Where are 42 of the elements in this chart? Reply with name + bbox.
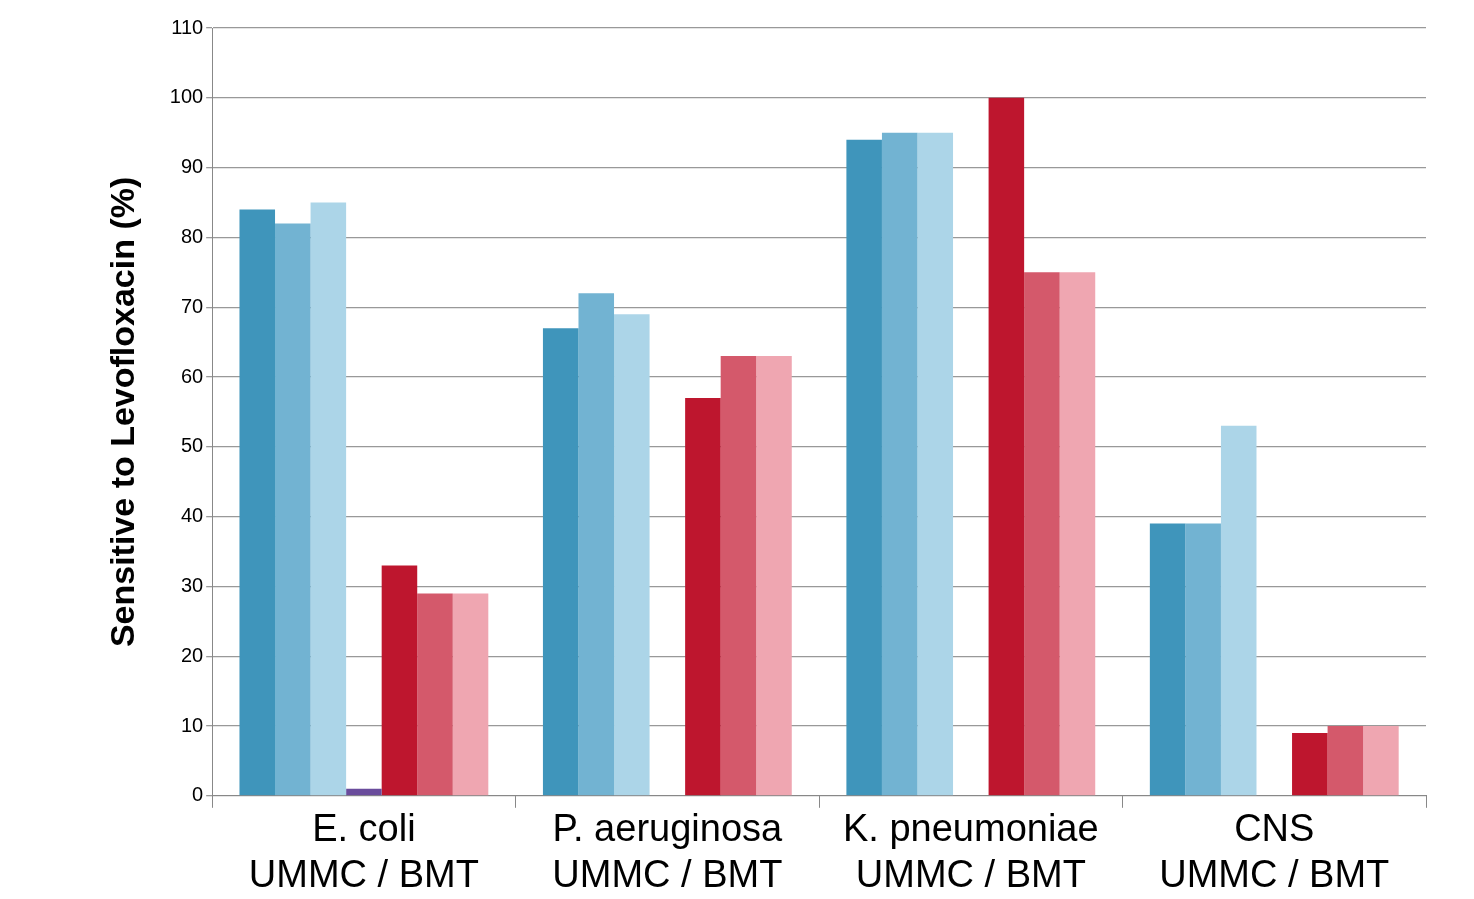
bar: [1059, 272, 1096, 796]
bar: [275, 223, 311, 796]
x-tick-label: K. pneumoniae UMMC / BMT: [842, 807, 1099, 895]
y-tick-label: 40: [180, 504, 204, 527]
bar: [988, 97, 1025, 796]
bar: [756, 356, 792, 796]
bar: [452, 593, 489, 796]
bar: [239, 209, 276, 796]
bar: [417, 593, 453, 796]
bar: [542, 328, 579, 796]
bar: [578, 293, 615, 796]
bar: [1024, 272, 1060, 796]
bar: [1220, 425, 1257, 796]
y-tick-label: 90: [180, 155, 204, 178]
x-tick-label: CNS UMMC / BMT: [1159, 807, 1390, 895]
bar: [881, 132, 918, 796]
bar: [685, 397, 721, 796]
x-tick-label: P. aeruginosa UMMC / BMT: [552, 807, 784, 895]
bar: [346, 788, 382, 796]
bar: [1292, 732, 1328, 796]
y-tick-label: 60: [180, 364, 204, 387]
bar: [1149, 523, 1186, 796]
y-tick-label: 50: [180, 434, 204, 457]
y-tick-label: 20: [180, 643, 204, 666]
y-tick-label: 110: [171, 15, 204, 38]
bar: [1363, 726, 1399, 796]
bar: [1327, 726, 1364, 796]
bar: [917, 132, 954, 796]
y-tick-label: 0: [192, 783, 204, 806]
y-axis-title: Sensitive to Levofloxacin (%): [102, 176, 141, 648]
y-tick-label: 80: [180, 224, 204, 247]
y-tick-label: 70: [180, 294, 204, 317]
bar: [846, 139, 882, 796]
y-tick-label: 10: [180, 713, 204, 736]
y-tick-label: 100: [169, 85, 204, 108]
x-tick-label: E. coli UMMC / BMT: [248, 807, 479, 895]
bar: [381, 565, 418, 796]
bar: [614, 314, 650, 796]
bar: [310, 202, 347, 796]
y-tick-label: 30: [180, 573, 204, 596]
bar: [720, 356, 757, 796]
bar: [1185, 523, 1221, 796]
